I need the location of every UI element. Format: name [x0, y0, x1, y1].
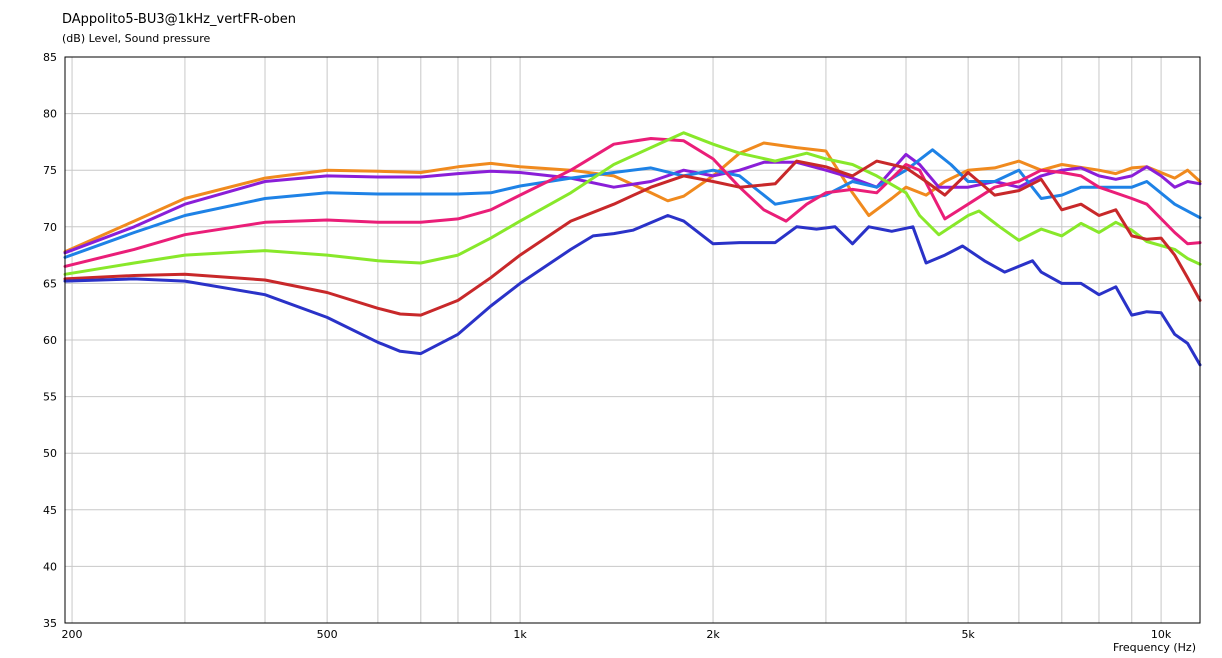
y-tick-label: 40 — [43, 560, 57, 573]
y-tick-label: 50 — [43, 447, 57, 460]
y-tick-label: 45 — [43, 504, 57, 517]
x-tick-label: 1k — [513, 628, 527, 641]
series-line-3 — [63, 148, 1202, 259]
series-line-7 — [63, 214, 1202, 367]
x-tick-labels: 200 500 1k 2k 5k 10k — [62, 628, 1172, 641]
chart-title: DAppolito5-BU3@1kHz_vertFR-oben — [62, 12, 296, 27]
x-tick-label: 200 — [62, 628, 83, 641]
y-tick-label: 75 — [43, 164, 57, 177]
series-line-1 — [63, 141, 1202, 254]
plot-frame — [64, 56, 1201, 624]
y-axis-label: (dB) Level, Sound pressure — [62, 32, 211, 45]
series-group — [63, 131, 1202, 367]
series-line-5 — [63, 131, 1202, 276]
y-tick-label: 65 — [43, 277, 57, 290]
series-line-4 — [63, 137, 1202, 268]
series-line-2 — [63, 152, 1202, 255]
x-tick-label: 5k — [961, 628, 975, 641]
y-tick-label: 55 — [43, 391, 57, 404]
x-tick-label: 500 — [317, 628, 338, 641]
x-axis-label: Frequency (Hz) — [1113, 641, 1196, 654]
y-tick-label: 35 — [43, 617, 57, 630]
x-tick-label: 10k — [1151, 628, 1172, 641]
y-tick-label: 80 — [43, 108, 57, 121]
series-line-6 — [63, 159, 1202, 317]
y-tick-label: 85 — [43, 51, 57, 64]
y-tick-label: 60 — [43, 334, 57, 347]
y-tick-label: 70 — [43, 221, 57, 234]
y-tick-labels: 35 40 45 50 55 60 65 70 75 80 85 — [43, 51, 57, 630]
x-tick-label: 2k — [706, 628, 720, 641]
